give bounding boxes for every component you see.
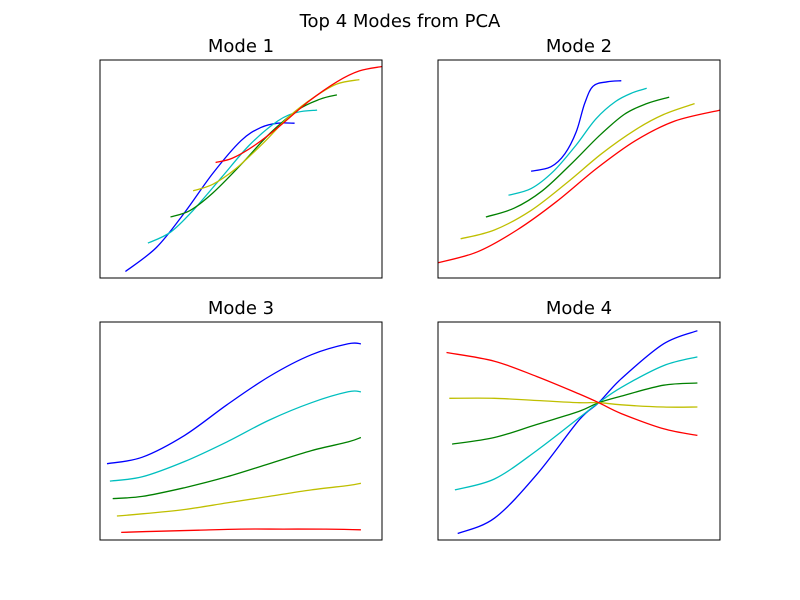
figure-title: Top 4 Modes from PCA: [299, 11, 501, 32]
series-line-1: [125, 122, 295, 273]
series-line-4: [116, 482, 362, 517]
series-line-2: [147, 109, 318, 244]
series-line-5: [437, 109, 721, 264]
subplot-title: Mode 4: [546, 298, 612, 319]
subplot-4: Mode 4: [437, 298, 721, 541]
series-line-2: [508, 87, 647, 196]
series-line-3: [112, 436, 362, 500]
series-line-3: [485, 96, 670, 218]
series-line-2: [109, 390, 361, 482]
series-line-3: [452, 382, 698, 445]
series-line-2: [454, 356, 698, 491]
series-line-4: [460, 102, 695, 240]
series-line-4: [449, 397, 698, 408]
axes-frame: [99, 321, 383, 541]
subplot-title: Mode 1: [208, 36, 274, 57]
axes-frame: [437, 59, 721, 279]
subplot-1: Mode 1: [99, 36, 383, 279]
series-line-3: [170, 94, 338, 218]
series-line-4: [192, 78, 360, 192]
subplot-title: Mode 3: [208, 298, 274, 319]
subplot-2: Mode 2: [437, 36, 721, 279]
series-line-5: [121, 528, 361, 534]
subplot-grid: Mode 1 Mode 2 Mode 3 Mode 4: [99, 36, 721, 541]
axes-frame: [99, 59, 383, 279]
series-line-1: [106, 342, 361, 465]
series-line-1: [530, 80, 622, 172]
axes-frame: [437, 321, 721, 541]
series-line-5: [446, 351, 698, 437]
series-line-5: [215, 65, 383, 164]
subplot-title: Mode 2: [546, 36, 612, 57]
subplot-3: Mode 3: [99, 298, 383, 541]
